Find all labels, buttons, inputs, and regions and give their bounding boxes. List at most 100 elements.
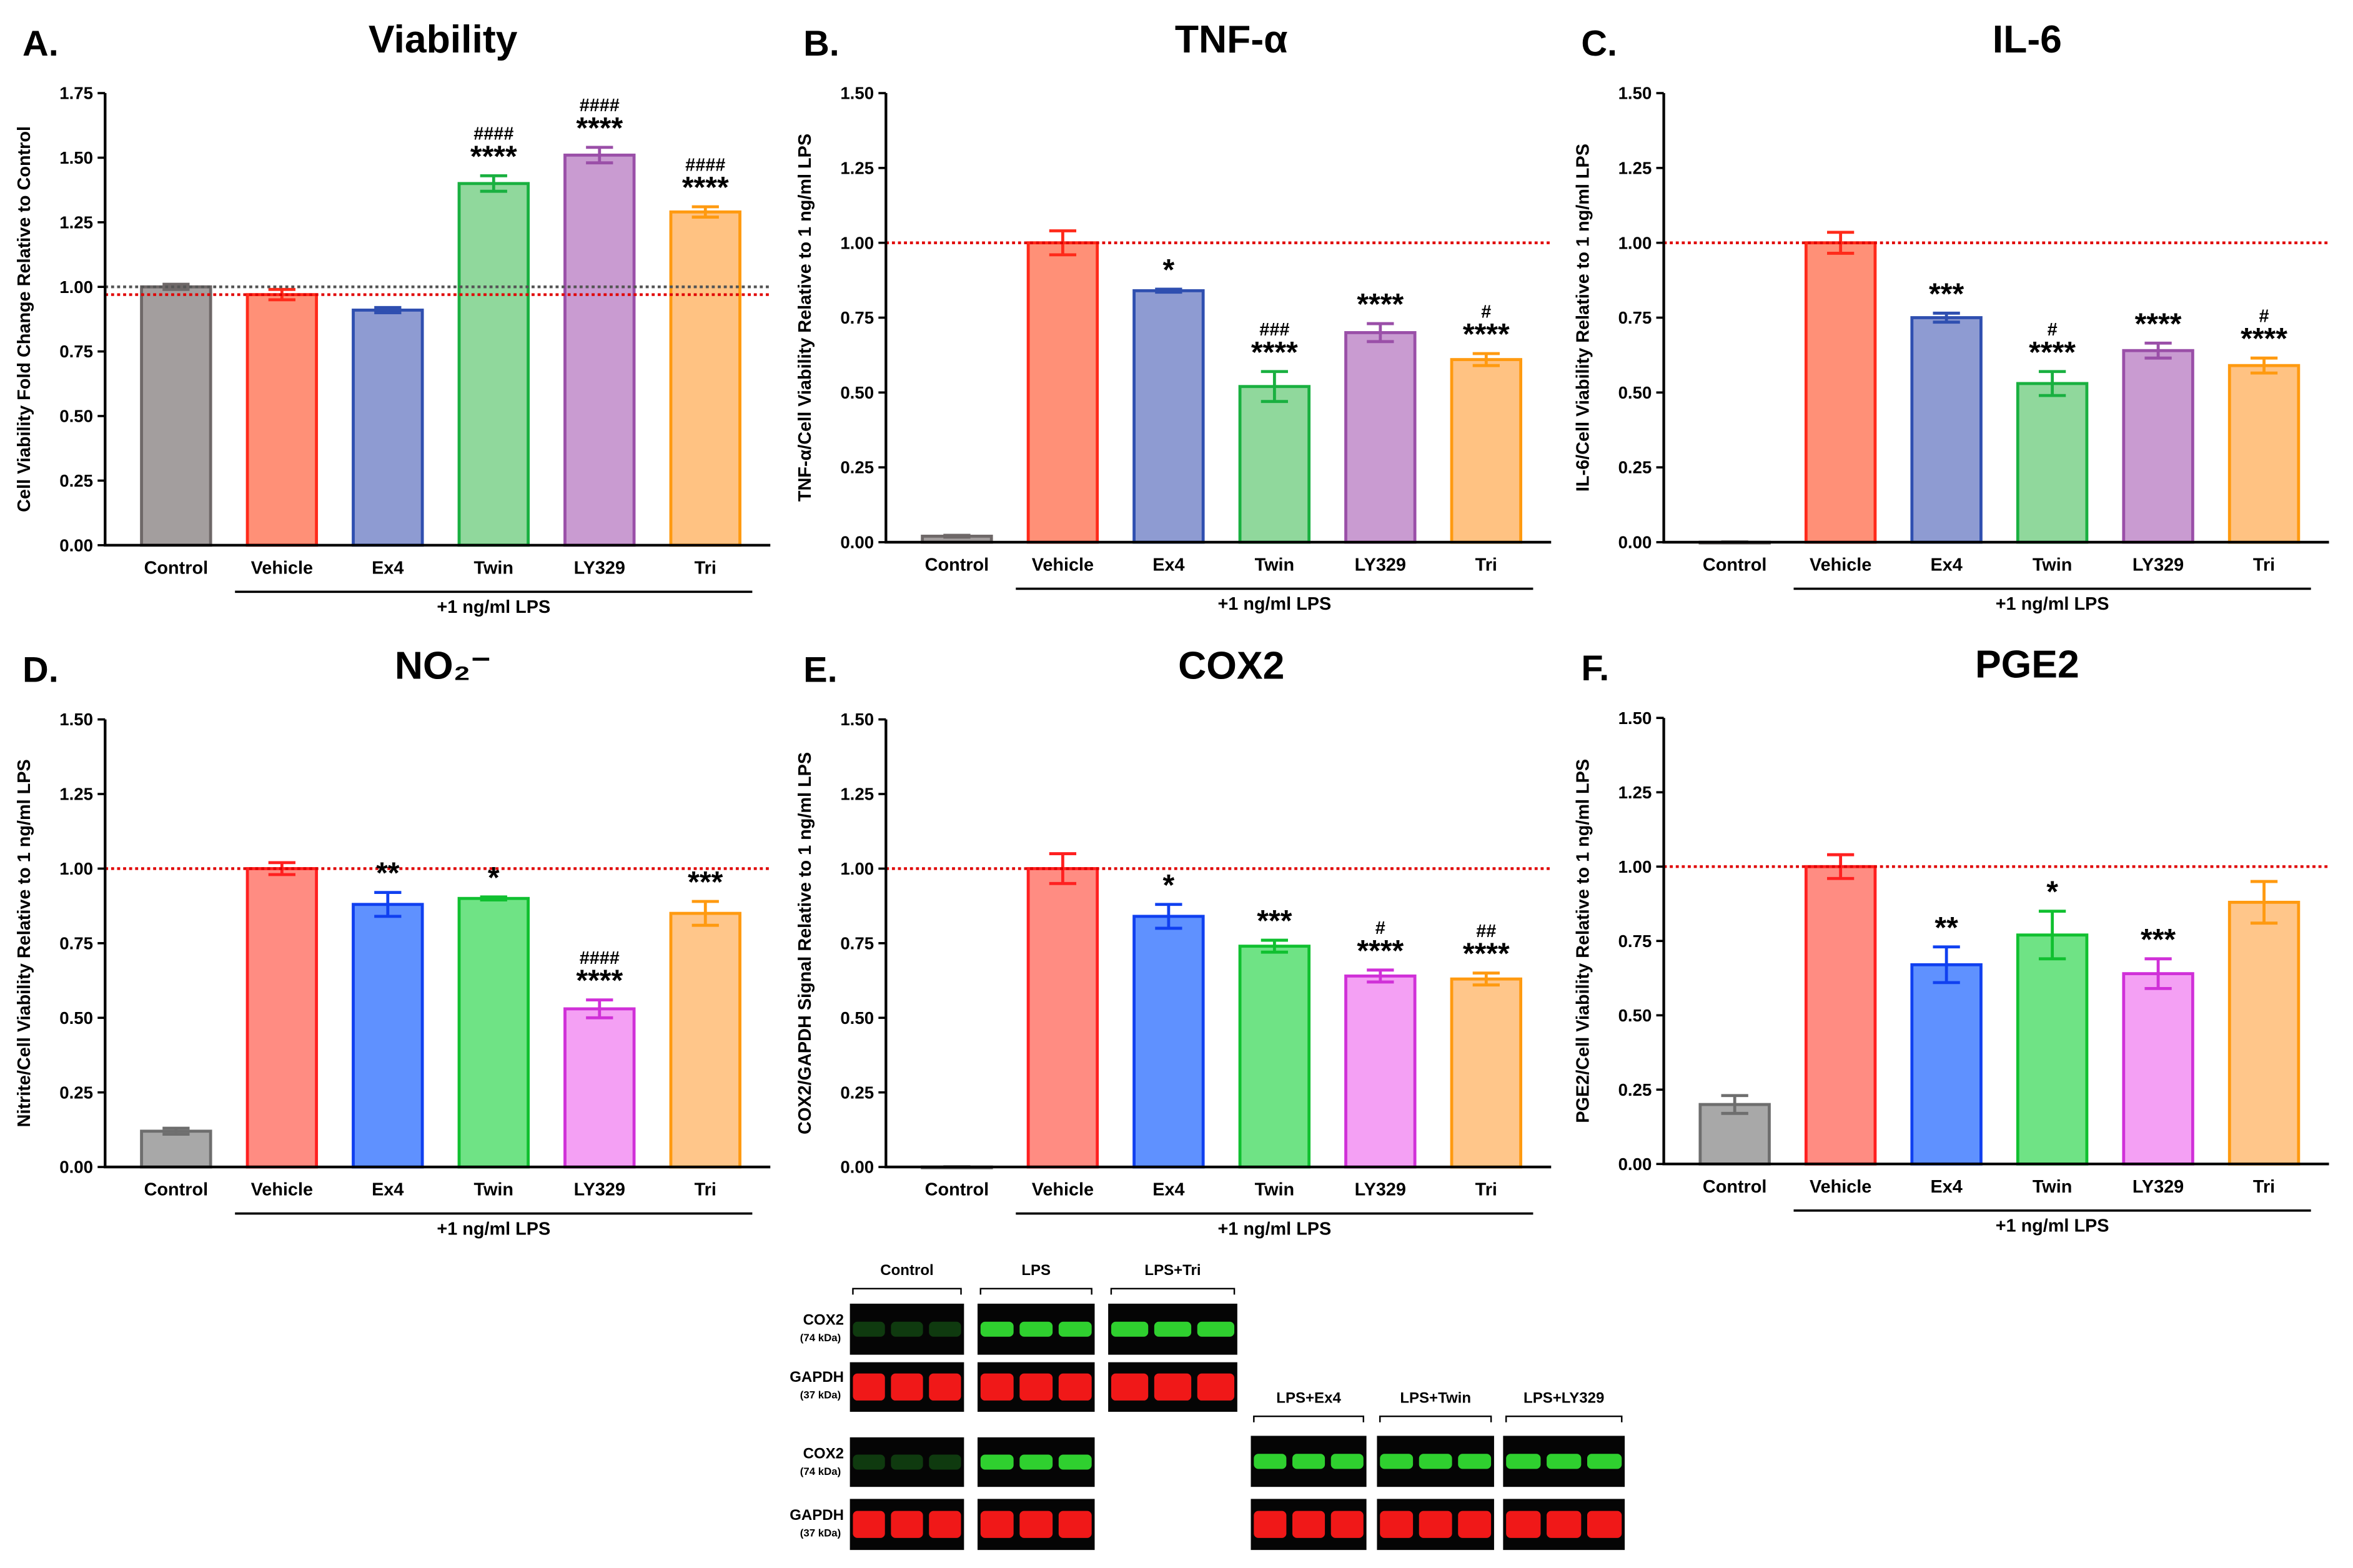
y-tick-label: 1.75 <box>59 84 93 103</box>
group-label: +1 ng/ml LPS <box>1996 1216 2109 1236</box>
blot-band <box>1506 1454 1541 1469</box>
blot-row-size: (74 kDa) <box>800 1332 841 1344</box>
significance-hashes: ## <box>1476 921 1496 941</box>
bar <box>245 293 319 547</box>
y-tick-label: 1.25 <box>1618 783 1652 802</box>
bar <box>1344 331 1417 544</box>
significance-hashes: #### <box>473 124 513 144</box>
significance-hashes: #### <box>580 948 620 968</box>
significance-stars: ** <box>376 856 400 890</box>
error-bar <box>480 895 507 901</box>
error-bar <box>691 900 719 927</box>
x-tick-label: Control <box>144 1180 208 1200</box>
blot-row-label: COX2 <box>803 1445 844 1462</box>
y-axis-label: IL-6/Cell Viability Relative to 1 ng/ml … <box>1573 144 1593 492</box>
axes <box>884 719 1552 1169</box>
blot-band <box>891 1373 923 1401</box>
blot-bracket <box>1253 1415 1364 1422</box>
x-tick-label: Vehicle <box>251 1180 313 1200</box>
x-tick-label: LY329 <box>2133 1177 2184 1197</box>
blot-band <box>1547 1454 1582 1469</box>
bar <box>669 911 741 1169</box>
x-tick-label: Tri <box>695 1180 716 1200</box>
y-tick-label: 1.00 <box>840 233 874 252</box>
error-bar <box>1155 903 1182 930</box>
blot-band <box>1292 1511 1325 1538</box>
error-bar <box>1472 352 1500 367</box>
x-tick-label: Twin <box>1255 1180 1295 1200</box>
blot-band <box>1292 1454 1325 1469</box>
bar <box>563 1007 636 1169</box>
group-label: +1 ng/ml LPS <box>1217 1219 1331 1239</box>
error-bar <box>374 891 402 918</box>
blot-band <box>1380 1454 1414 1469</box>
x-tick-label: Ex4 <box>372 558 404 578</box>
x-tick-label: Ex4 <box>1930 555 1962 575</box>
y-tick-label: 0.75 <box>59 933 93 953</box>
chart-title: Viability <box>369 17 518 61</box>
blot-band <box>1019 1511 1053 1538</box>
bar <box>1450 977 1523 1169</box>
y-tick-label: 1.00 <box>840 859 874 878</box>
y-axis-label: PGE2/Cell Viability Relative to 1 ng/ml … <box>1573 759 1593 1123</box>
x-tick-label: Tri <box>695 558 716 578</box>
blot-band <box>1506 1511 1541 1538</box>
bar <box>1450 358 1523 544</box>
blot-header: LPS <box>1021 1262 1051 1279</box>
blot-band <box>980 1321 1014 1337</box>
x-tick-label: Twin <box>474 558 514 578</box>
significance-hashes: #### <box>580 96 620 116</box>
significance-hashes: #### <box>685 155 725 175</box>
significance-stars: **** <box>470 140 517 174</box>
blot-band <box>1019 1454 1053 1470</box>
bar <box>1804 241 1877 544</box>
error-bar <box>691 205 719 219</box>
blot-band <box>891 1454 923 1470</box>
x-tick-label: Control <box>925 1180 989 1200</box>
significance-stars: * <box>2046 875 2058 909</box>
bar <box>1910 963 1983 1166</box>
panel-label: C. <box>1581 24 1617 64</box>
y-tick-label: 1.50 <box>1618 84 1652 103</box>
blot-row-label: COX2 <box>803 1312 844 1329</box>
x-tick-label: LY329 <box>574 558 625 578</box>
bar <box>2122 349 2194 544</box>
panel-label: A. <box>22 24 59 64</box>
blot-header: LPS+Ex4 <box>1276 1390 1341 1407</box>
bar <box>2122 972 2194 1166</box>
error-bar <box>1472 971 1500 987</box>
panel-label: B. <box>803 24 840 64</box>
blot-band <box>1197 1373 1235 1401</box>
chart-title: NO₂⁻ <box>395 644 492 688</box>
panel-label: D. <box>22 650 59 690</box>
x-tick-label: Tri <box>2253 555 2275 575</box>
y-axis-label: Cell Viability Fold Change Relative to C… <box>14 126 34 512</box>
blot-band <box>980 1454 1014 1470</box>
blot-band <box>891 1511 923 1538</box>
y-tick-label: 0.25 <box>59 1083 93 1102</box>
y-tick-label: 0.50 <box>59 407 93 426</box>
axes <box>104 93 771 547</box>
axes <box>884 93 1552 544</box>
error-bar <box>1155 287 1182 294</box>
bar <box>1132 915 1205 1169</box>
y-tick-label: 0.00 <box>1618 1154 1652 1174</box>
group-label: +1 ng/ml LPS <box>437 597 550 617</box>
significance-stars: * <box>488 861 500 895</box>
y-tick-label: 1.00 <box>59 859 93 878</box>
blot-band <box>1058 1454 1092 1470</box>
y-tick-label: 0.50 <box>840 383 874 402</box>
blot-band <box>929 1373 961 1401</box>
y-tick-label: 1.25 <box>59 212 93 232</box>
significance-stars: **** <box>576 964 623 998</box>
blot-band <box>1547 1511 1582 1538</box>
chart-title: TNF-α <box>1175 17 1288 61</box>
axes <box>1662 718 2329 1166</box>
error-bar <box>2038 910 2066 961</box>
x-tick-label: Ex4 <box>1152 1180 1184 1200</box>
error-bar <box>1933 945 1960 985</box>
significance-stars: **** <box>2135 307 2182 341</box>
error-bar <box>374 305 402 314</box>
error-bar <box>162 282 190 291</box>
bar <box>669 210 741 547</box>
